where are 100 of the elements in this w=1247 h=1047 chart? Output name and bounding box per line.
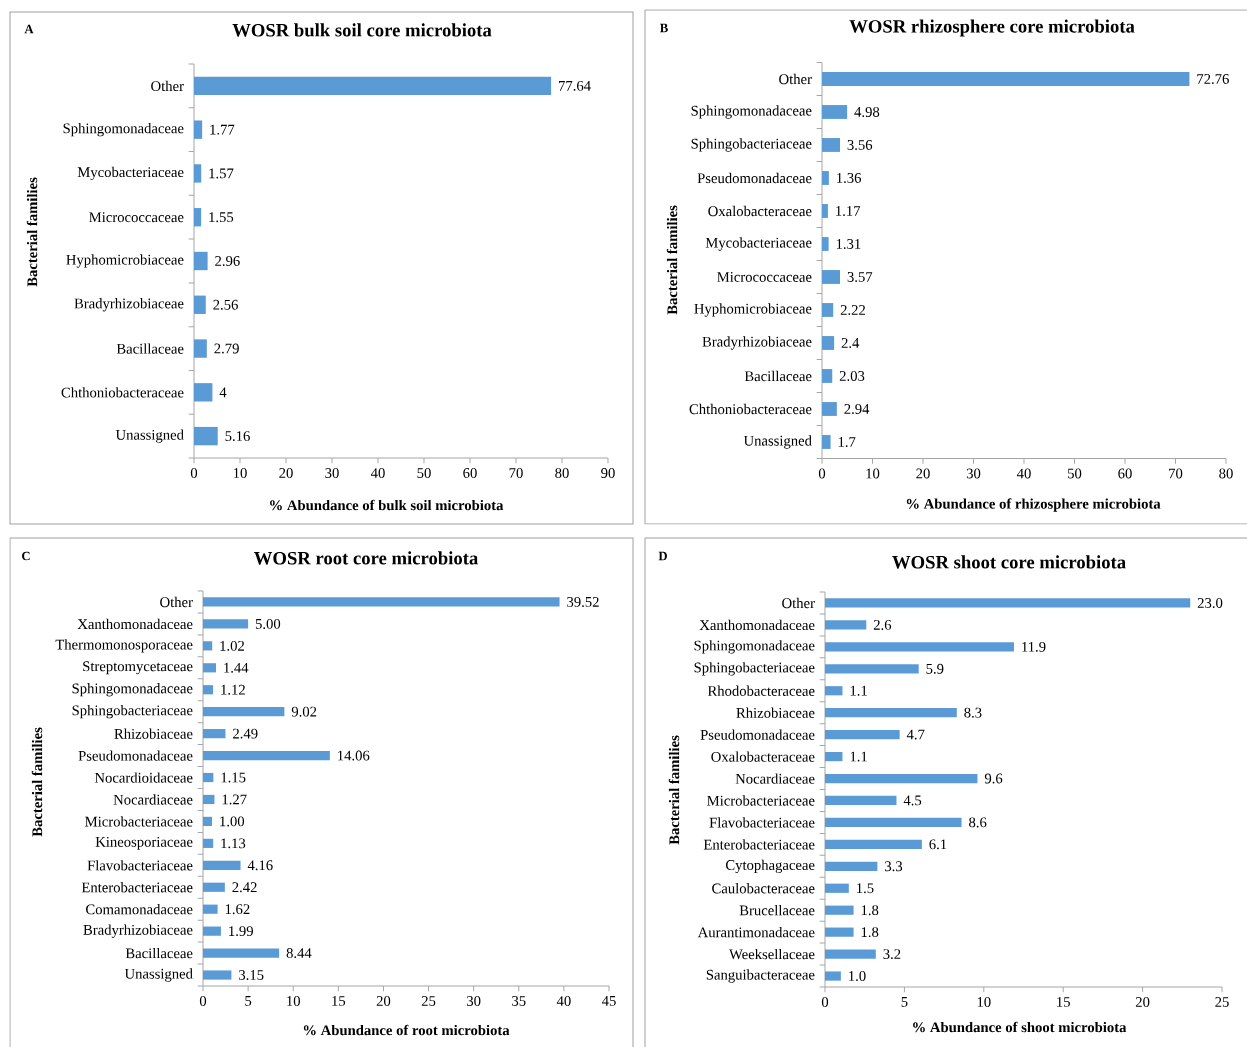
x-tick-label: 10 bbox=[287, 996, 300, 1006]
x-tick-label: 50 bbox=[417, 468, 431, 478]
y-tick-label: Unassigned bbox=[743, 435, 812, 449]
data-label: 9.02 bbox=[291, 706, 317, 717]
data-label: 1.77 bbox=[210, 124, 235, 135]
bar bbox=[194, 295, 206, 314]
x-tick-label: 5 bbox=[901, 997, 908, 1007]
data-label: 8.44 bbox=[286, 948, 312, 959]
y-tick-label: Chthoniobacteraceae bbox=[61, 387, 184, 398]
data-label: 2.96 bbox=[215, 256, 240, 266]
text: B bbox=[659, 23, 668, 33]
y-tick-label: Mycobacteriaceae bbox=[705, 237, 812, 251]
y-tick-label: Sphingobacteriaceae bbox=[691, 138, 812, 152]
chart-title: WOSR root core microbiota bbox=[254, 551, 478, 565]
data-label: 1.31 bbox=[836, 239, 861, 249]
bar bbox=[825, 730, 900, 740]
data-label: 5.16 bbox=[225, 431, 250, 442]
bar bbox=[822, 204, 828, 218]
y-tick-label: Bradyrhizobiaceae bbox=[74, 298, 184, 312]
y-tick-label: Unassigned bbox=[124, 968, 193, 982]
data-label: 5.9 bbox=[926, 663, 944, 674]
x-tick-label: 15 bbox=[332, 996, 346, 1006]
data-label: 77.64 bbox=[559, 80, 591, 91]
x-tick-label: 35 bbox=[512, 996, 526, 1006]
y-tick-label: Sphingobacteriaceae bbox=[72, 705, 193, 719]
x-tick-label: 25 bbox=[421, 996, 436, 1006]
bar bbox=[825, 839, 922, 849]
data-label: 4.98 bbox=[854, 107, 880, 117]
data-label: 2.56 bbox=[213, 299, 238, 310]
text: C bbox=[22, 551, 30, 561]
y-tick-label: Oxalobacteraceae bbox=[711, 751, 815, 762]
data-label: 1.0 bbox=[849, 971, 866, 982]
bar bbox=[822, 303, 834, 317]
data-label: 6.1 bbox=[929, 839, 947, 850]
data-label: 1.36 bbox=[837, 173, 862, 183]
text: D bbox=[658, 551, 667, 561]
bar bbox=[822, 270, 841, 284]
bar bbox=[825, 708, 957, 718]
x-tick-label: 0 bbox=[199, 996, 207, 1006]
bar bbox=[822, 435, 831, 449]
bar bbox=[203, 685, 214, 695]
data-label: 1.8 bbox=[861, 905, 879, 916]
y-tick-label: Flavobacteriaceae bbox=[87, 860, 193, 871]
y-tick-label: Nocardiaceae bbox=[735, 773, 815, 784]
data-label: 1.5 bbox=[857, 883, 874, 894]
data-label: 23.0 bbox=[1197, 598, 1223, 608]
y-tick-label: Sanguibacteraceae bbox=[706, 969, 815, 983]
bar bbox=[194, 251, 208, 271]
bar bbox=[203, 794, 215, 805]
bar bbox=[825, 598, 1191, 608]
x-axis-title: % Abundance of shoot microbiota bbox=[913, 1021, 1127, 1033]
bar bbox=[203, 860, 241, 870]
y-tick-label: Caulobacteraceae bbox=[712, 883, 815, 894]
bar bbox=[825, 751, 843, 762]
y-tick-label: Sphingomonadaceae bbox=[694, 640, 815, 654]
y-tick-label: Other bbox=[779, 73, 812, 85]
text: A bbox=[24, 24, 34, 34]
bar bbox=[203, 838, 214, 848]
x-tick-label: 15 bbox=[1057, 997, 1070, 1007]
y-tick-label: Enterobacteriaceae bbox=[81, 882, 193, 893]
bar bbox=[203, 597, 560, 607]
data-label: 72.76 bbox=[1197, 74, 1229, 84]
data-label: 2.4 bbox=[841, 338, 860, 348]
x-axis-title: % Abundance of bulk soil microbiota bbox=[270, 499, 504, 511]
bar bbox=[822, 237, 829, 251]
data-label: 11.9 bbox=[1022, 641, 1046, 652]
x-axis-title: % Abundance of rhizosphere microbiota bbox=[906, 498, 1161, 512]
y-tick-label: Nocardiaceae bbox=[113, 794, 193, 805]
y-tick-label: Bacillaceae bbox=[744, 370, 812, 382]
bar bbox=[825, 664, 919, 674]
bar bbox=[194, 426, 218, 446]
y-tick-label: Other bbox=[151, 80, 184, 92]
y-tick-label: Aurantimonadaceae bbox=[697, 926, 815, 938]
y-tick-label: Rhizobiaceae bbox=[736, 707, 815, 718]
y-tick-label: Other bbox=[782, 597, 815, 609]
y-tick-label: Pseudomonadaceae bbox=[700, 729, 815, 740]
data-label: 2.49 bbox=[233, 728, 258, 739]
bar bbox=[203, 904, 218, 914]
y-tick-label: Streptomycetaceae bbox=[83, 661, 193, 675]
chart-title: WOSR bulk soil core microbiota bbox=[232, 23, 492, 37]
bar bbox=[825, 773, 978, 784]
y-tick-label: Bacillaceae bbox=[116, 343, 184, 354]
bar bbox=[194, 164, 202, 183]
data-label: 1.13 bbox=[221, 838, 246, 849]
y-tick-label: Pseudomonadaceae bbox=[78, 750, 193, 761]
x-tick-label: 25 bbox=[1215, 997, 1229, 1007]
chart-title: WOSR rhizosphere core microbiota bbox=[849, 19, 1135, 37]
y-tick-label: Comamonadaceae bbox=[86, 904, 193, 915]
bar bbox=[203, 619, 249, 629]
data-label: 1.8 bbox=[861, 927, 879, 938]
bar bbox=[825, 861, 878, 871]
bar bbox=[194, 76, 552, 96]
y-tick-label: Sphingomonadaceae bbox=[691, 105, 812, 119]
x-tick-label: 50 bbox=[1068, 468, 1082, 479]
y-axis-title: Bacterial families bbox=[666, 205, 678, 315]
bar bbox=[822, 336, 835, 350]
y-tick-label: Weeksellaceae bbox=[729, 948, 815, 960]
y-tick-label: Bacillaceae bbox=[125, 947, 193, 959]
data-label: 1.99 bbox=[229, 926, 253, 937]
y-tick-label: Other bbox=[160, 596, 193, 608]
